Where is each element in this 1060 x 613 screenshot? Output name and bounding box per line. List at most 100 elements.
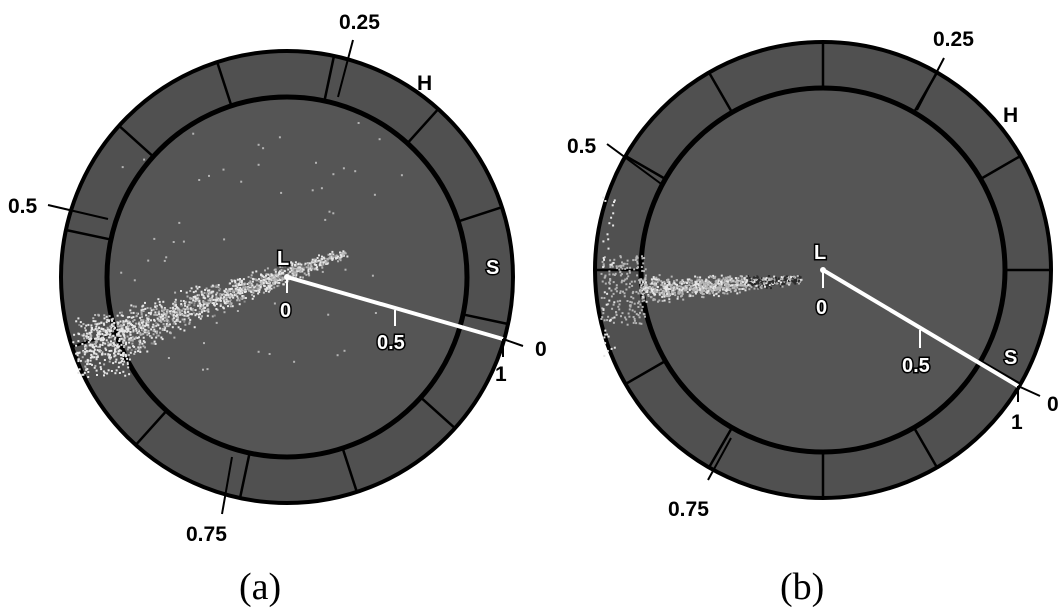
panel-a-scatter-point <box>101 353 104 356</box>
panel-a-scatter-point <box>321 270 324 273</box>
panel-a-scatter-point <box>265 274 267 277</box>
panel-a-scatter-point <box>140 313 143 316</box>
panel-a-scatter-point <box>192 132 195 135</box>
panel-b-scatter-point <box>702 293 705 295</box>
panel-b-scatter-point <box>694 280 697 283</box>
panel-b-scatter-point <box>796 275 799 277</box>
panel-b-scatter-point <box>639 311 641 314</box>
panel-b-scatter-point <box>722 291 725 294</box>
panel-a-scatter-point <box>239 284 242 286</box>
panel-a-scatter-point <box>331 257 334 260</box>
panel-a-scatter-point <box>260 277 263 279</box>
panel-a-scatter-point <box>354 170 357 173</box>
panel-a-scatter-point <box>219 288 222 290</box>
panel-a-scatter-point <box>101 351 104 354</box>
panel-a-scatter-point <box>172 241 175 243</box>
panel-a-scatter-point <box>120 330 123 332</box>
panel-b-scatter-point <box>617 265 620 268</box>
panel-b-scatter-point <box>732 280 735 283</box>
panel-a-scatter-point <box>199 317 202 320</box>
panel-b-scatter-point <box>693 288 696 291</box>
panel-a-scatter-point <box>237 297 239 300</box>
panel-a-scatter-point <box>305 273 308 276</box>
panel-a-scatter-point <box>89 363 92 365</box>
panel-a-scatter-point <box>313 263 316 266</box>
panel-a-scatter-point <box>187 310 190 313</box>
panel-b-scatter-point <box>626 323 629 326</box>
panel-b-scatter-point <box>698 280 701 283</box>
panel-b-scatter-point <box>600 272 603 275</box>
panel-b-scatter-point <box>694 275 697 278</box>
panel-a-scatter-point <box>123 346 125 348</box>
panel-a-scatter-point <box>237 291 240 294</box>
panel-a-scatter-point <box>323 257 326 260</box>
panel-a-scatter-point <box>192 312 195 315</box>
panel-b-scatter-point <box>663 294 666 297</box>
panel-b-scatter-point <box>635 322 638 325</box>
panel-a-scatter-point <box>128 316 131 318</box>
panel-a-scatter-point <box>332 212 335 215</box>
panel-a-scatter-point <box>142 308 145 311</box>
panel-a-scatter-point <box>107 320 110 323</box>
panel-a-scatter-point <box>84 327 86 330</box>
panel-b-scatter-point <box>667 291 670 294</box>
panel-a-hue-025-leader <box>337 39 354 98</box>
panel-b-scatter-point <box>676 287 679 290</box>
panel-a-scatter-point <box>80 325 83 328</box>
panel-a-scatter-point <box>302 266 305 269</box>
panel-b-scatter-point <box>632 321 635 324</box>
panel-b-scatter-point <box>692 288 694 291</box>
panel-a-scatter-point <box>104 342 107 345</box>
panel-b-scatter-point <box>747 275 749 277</box>
panel-a-scatter-point <box>180 309 183 312</box>
panel-a-scatter-point <box>88 338 91 341</box>
panel-b-scatter-point <box>743 277 746 280</box>
panel-b-caption: (b) <box>780 566 824 608</box>
panel-a-scatter-point <box>112 342 115 345</box>
panel-b-scatter-point <box>712 283 715 286</box>
panel-a-scatter-point <box>190 313 193 315</box>
panel-a-scatter-point <box>234 284 237 287</box>
panel-b-scatter-point <box>688 284 691 287</box>
panel-a-scatter-point <box>92 345 95 348</box>
panel-a-scatter-point <box>131 339 134 342</box>
panel-b-scatter-point <box>614 272 617 275</box>
panel-a-scatter-point <box>225 296 228 299</box>
panel-b-scatter-point <box>732 286 734 289</box>
panel-b-scatter-point <box>688 293 691 296</box>
panel-a-scatter-point <box>207 299 210 302</box>
panel-b-scatter-point <box>736 292 739 295</box>
panel-b-scatter-point <box>749 279 752 282</box>
panel-a-scatter-point <box>100 368 103 371</box>
panel-a-scatter-point <box>236 278 239 281</box>
panel-a-scatter-point <box>95 325 98 328</box>
panel-b-scatter-point <box>703 283 706 286</box>
panel-b-scatter-point <box>633 317 636 320</box>
panel-a-ring-divider <box>238 452 251 499</box>
panel-a-scatter-point <box>203 342 205 345</box>
panel-a-scatter-point <box>184 308 187 311</box>
panel-b-scatter-point <box>788 280 790 282</box>
panel-b-scatter-point <box>708 282 711 285</box>
panel-a-scatter-point <box>201 304 204 307</box>
panel-a-scatter-point <box>247 289 250 292</box>
panel-b-scatter-point <box>644 276 647 279</box>
panel-a-scatter-point <box>304 262 307 265</box>
panel-a-scatter-point <box>106 329 109 332</box>
panel-a-scatter-point <box>126 348 129 351</box>
panel-b-scatter-point <box>717 295 720 298</box>
panel-a-scatter-point <box>206 292 209 295</box>
panel-b-scatter-point <box>726 288 729 291</box>
panel-b-scatter-point <box>702 286 705 289</box>
panel-b-scatter-point <box>613 301 616 304</box>
panel-b-scatter-point <box>606 350 609 352</box>
panel-b-scatter-point <box>641 279 644 282</box>
panel-b-scatter-point <box>799 279 802 281</box>
panel-b-scatter-point <box>622 264 625 267</box>
panel-b-scatter-point <box>611 265 614 268</box>
panel-a-scatter-point <box>137 346 140 349</box>
panel-a-scatter-point <box>108 350 111 352</box>
panel-b-lightness-label: L <box>814 242 826 264</box>
panel-a-scatter-point <box>258 291 261 293</box>
panel-b-scatter-point <box>615 290 618 293</box>
